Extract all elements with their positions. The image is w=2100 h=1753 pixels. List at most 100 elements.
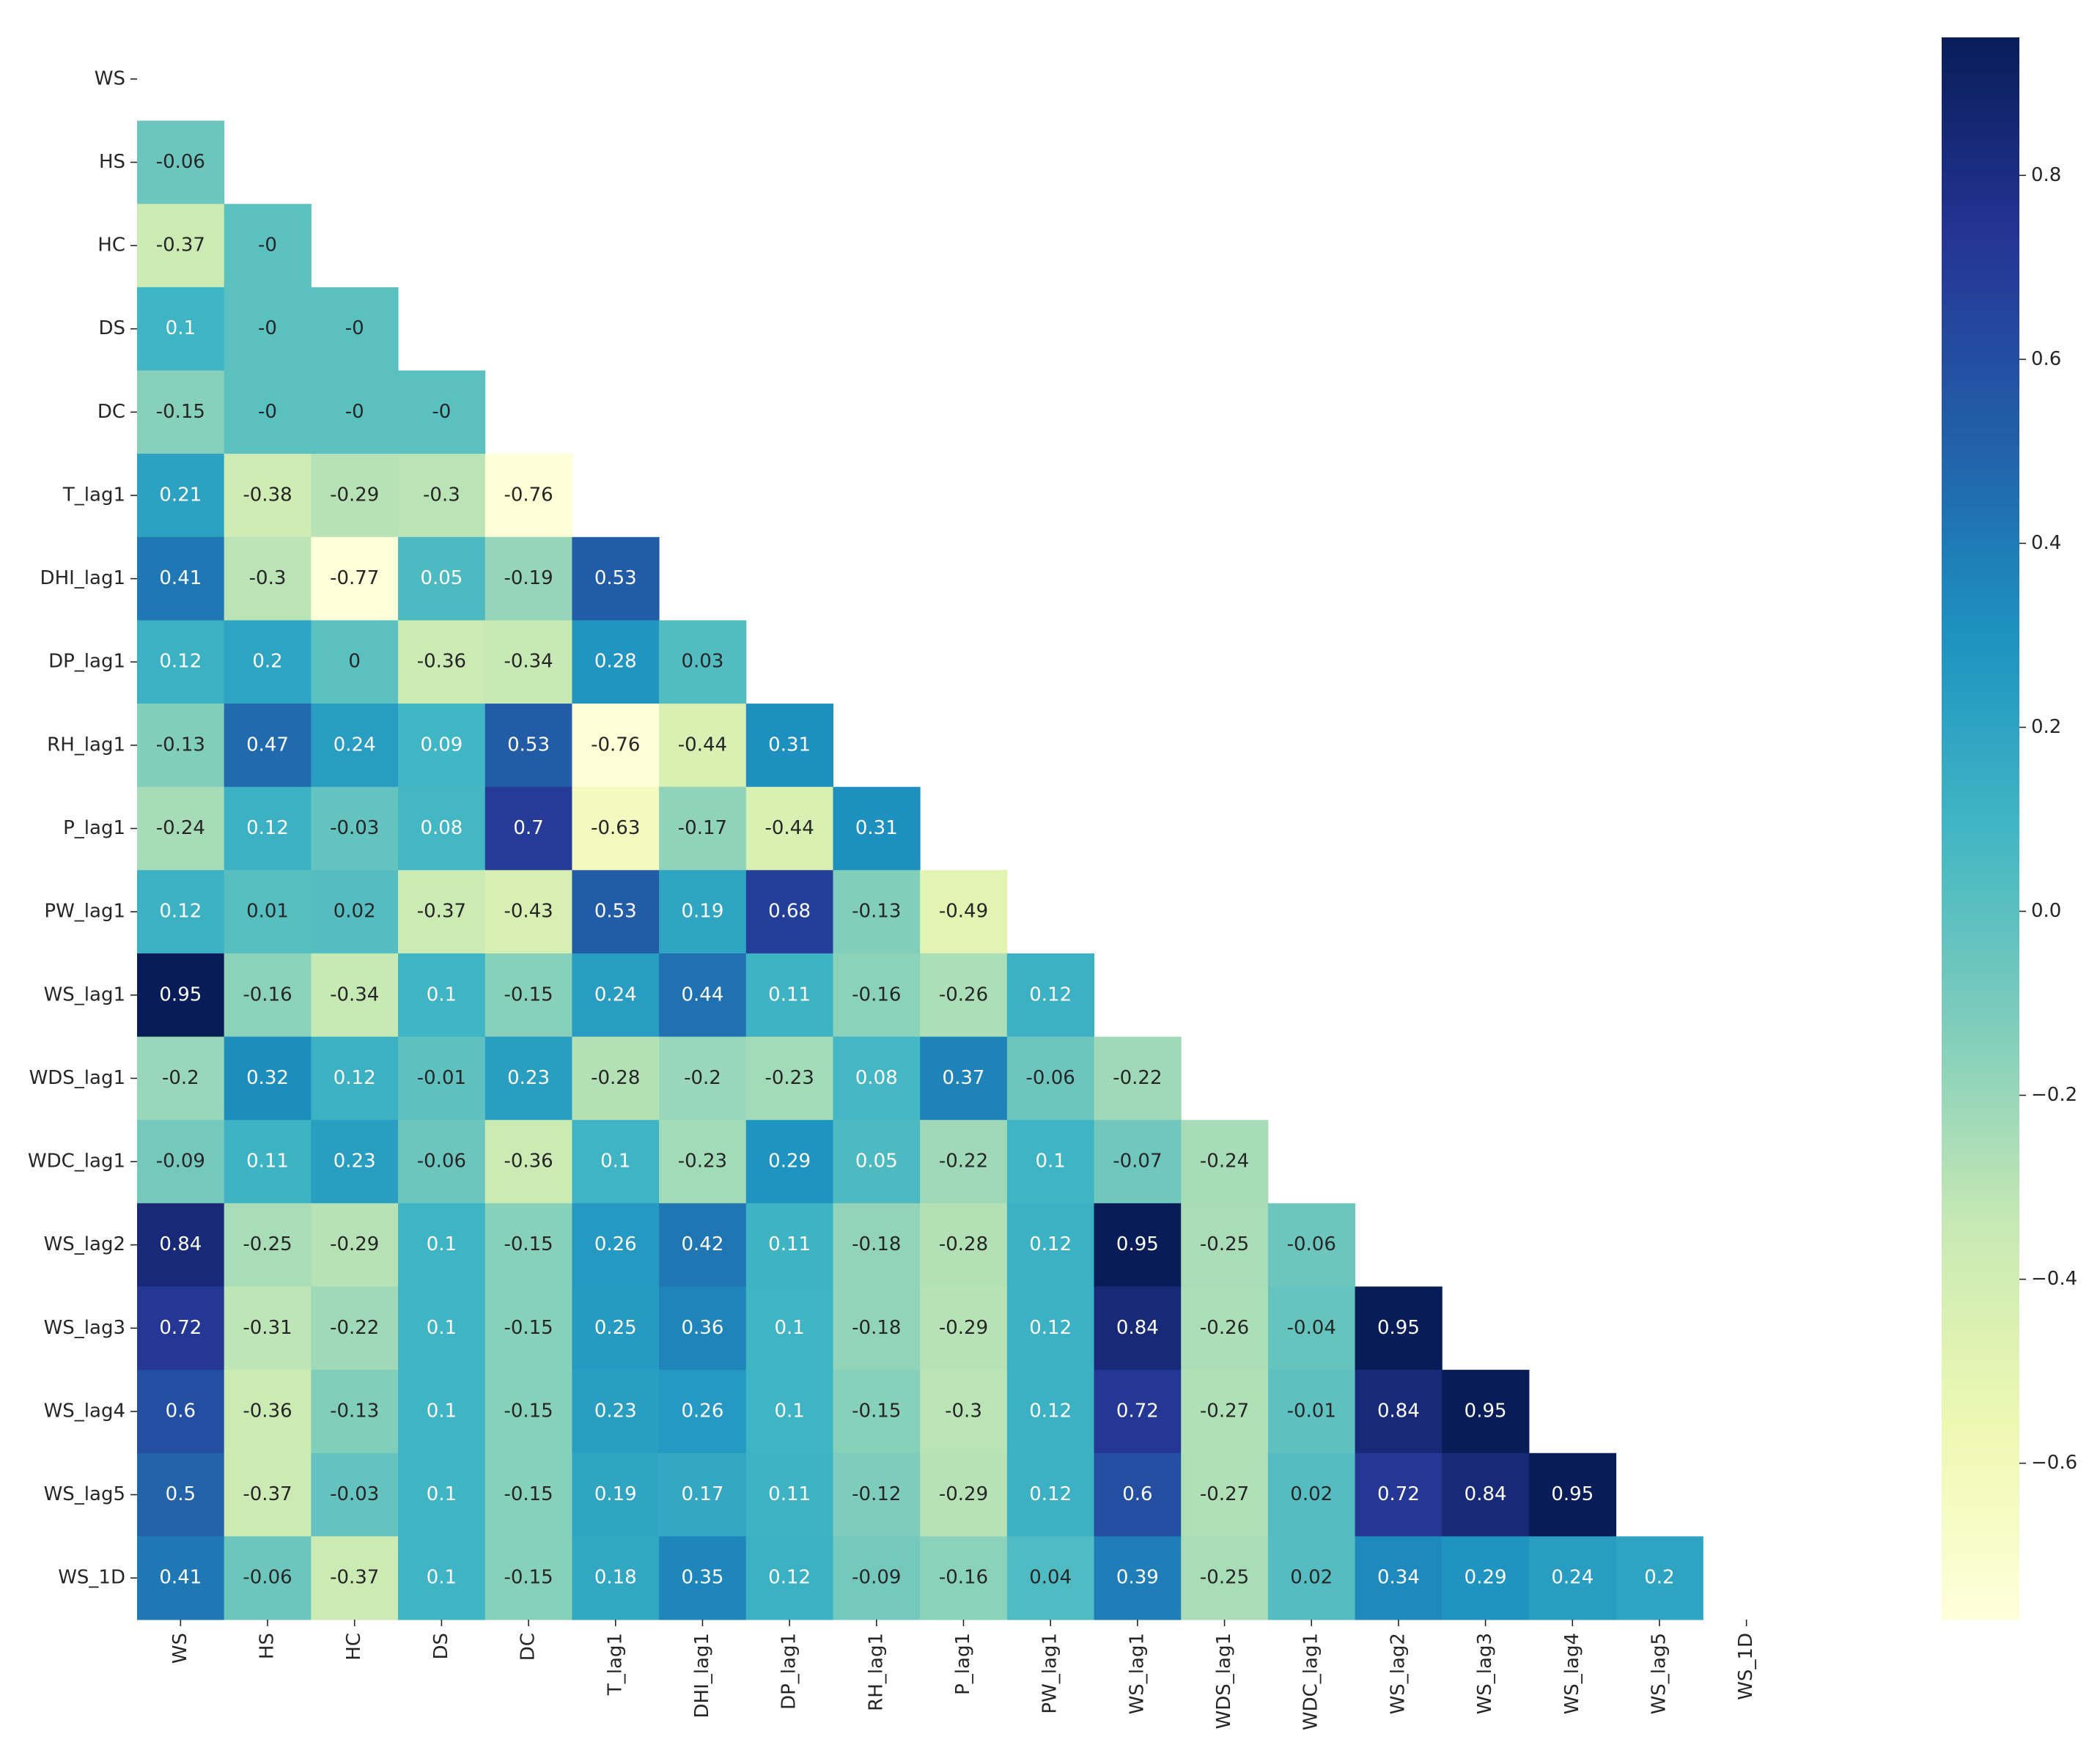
cell-label: -0.24: [1200, 1151, 1249, 1173]
heatmap-cell: [485, 704, 572, 788]
cell-label: -0.29: [939, 1483, 988, 1505]
y-tick-label: WS: [95, 67, 125, 89]
heatmap-cell: [485, 620, 572, 704]
cell-label: 0.95: [1551, 1483, 1594, 1505]
cell-label: 0.02: [334, 901, 376, 923]
cell-label: 0.12: [159, 901, 202, 923]
cell-label: 0.26: [594, 1233, 637, 1255]
cell-label: -0.09: [156, 1151, 205, 1173]
cell-label: 0.84: [1377, 1400, 1420, 1422]
cell-label: -0.38: [243, 484, 292, 506]
heatmap-cell: [1267, 1286, 1356, 1370]
heatmap-cell: [224, 454, 312, 538]
cell-label: -0.15: [852, 1400, 901, 1422]
heatmap-cell: [485, 1370, 572, 1454]
x-tick-label: DP_lag1: [778, 1633, 800, 1710]
cell-label: 0.44: [682, 983, 724, 1005]
heatmap-cell: [1181, 1120, 1269, 1204]
cell-label: 0.1: [774, 1400, 804, 1422]
heatmap-cell: [224, 870, 312, 954]
x-tick-label: WS_lag5: [1648, 1633, 1670, 1714]
heatmap-cell: [1094, 1453, 1182, 1537]
colorbar-tick-label: 0.0: [2031, 900, 2061, 922]
y-tick-label: PW_lag1: [44, 901, 125, 923]
heatmap-cell: [311, 1203, 399, 1287]
cell-label: -0.31: [243, 1317, 292, 1339]
heatmap-cell: [1181, 1286, 1269, 1370]
heatmap-cell: [137, 1536, 225, 1620]
heatmap-cell: [311, 1120, 399, 1204]
cell-label: 0.42: [682, 1233, 724, 1255]
cell-label: 0.2: [252, 651, 282, 673]
x-tick-label: WS_lag4: [1561, 1633, 1583, 1714]
heatmap-cell: [398, 786, 486, 871]
heatmap-cell: [224, 1203, 312, 1287]
cell-label: -0.36: [417, 651, 466, 673]
cell-label: -0.22: [1113, 1067, 1162, 1089]
heatmap-cell: [224, 1120, 312, 1204]
heatmap-cell: [224, 287, 312, 372]
heatmap-cell: [485, 536, 572, 621]
heatmap-cell: [833, 953, 921, 1038]
cell-label: 0.1: [427, 1483, 457, 1505]
colorbar-tick-label: −0.2: [2031, 1084, 2077, 1106]
cell-label: 0.01: [246, 901, 289, 923]
heatmap-cell: [1181, 1453, 1269, 1537]
y-tick-label: T_lag1: [62, 484, 125, 506]
heatmap-cell: [920, 1286, 1008, 1370]
heatmap-cell: [398, 1286, 486, 1370]
cell-label: -0.18: [852, 1317, 901, 1339]
y-tick-label: WS_lag2: [44, 1233, 125, 1255]
cell-label: 0.23: [334, 1151, 376, 1173]
heatmap-cell: [1094, 1120, 1182, 1204]
cell-label: -0.06: [1287, 1233, 1336, 1255]
heatmap-cell: [833, 870, 921, 954]
heatmap-cell: [137, 1120, 225, 1204]
heatmap-cell: [745, 786, 833, 871]
heatmap-cell: [485, 786, 572, 871]
cell-label: 0.19: [594, 1483, 637, 1505]
cell-label: 0.35: [682, 1567, 724, 1589]
heatmap-cell: [485, 1453, 572, 1537]
heatmap-cell: [1006, 1036, 1095, 1121]
heatmap-cell: [224, 204, 312, 288]
heatmap-cell: [311, 786, 399, 871]
y-tick-label: HS: [99, 151, 125, 173]
heatmap-cell: [485, 454, 572, 538]
heatmap-cell: [311, 454, 399, 538]
cell-label: -0.3: [249, 567, 287, 589]
heatmap-cell: [224, 786, 312, 871]
heatmap-cell: [745, 1203, 833, 1287]
heatmap-cell: [1006, 1453, 1095, 1537]
x-tick-label: WS_1D: [1735, 1633, 1757, 1700]
cell-label: 0.84: [1465, 1483, 1507, 1505]
x-tick-label: DHI_lag1: [691, 1633, 713, 1718]
heatmap-cell: [137, 120, 225, 204]
heatmap-cell: [485, 1286, 572, 1370]
y-tick-label: WS_lag3: [44, 1317, 125, 1339]
cell-label: -0.2: [684, 1067, 721, 1089]
heatmap-cell: [1094, 1203, 1182, 1287]
heatmap-cell: [745, 704, 833, 788]
x-tick-label: HC: [343, 1633, 365, 1661]
cell-label: -0.01: [1287, 1400, 1336, 1422]
cell-label: -0.13: [852, 901, 901, 923]
cell-label: -0.22: [330, 1317, 379, 1339]
cell-label: 0.03: [682, 651, 724, 673]
heatmap-cell: [572, 1203, 660, 1287]
cell-label: 0.53: [507, 734, 550, 756]
heatmap-cell: [485, 953, 572, 1038]
heatmap-cell: [659, 1453, 747, 1537]
cell-label: -0.24: [156, 817, 205, 839]
cell-label: -0.27: [1200, 1400, 1249, 1422]
x-tick-label: DS: [430, 1633, 452, 1660]
cell-label: 0.95: [1377, 1317, 1420, 1339]
heatmap-cell: [920, 1120, 1008, 1204]
cell-label: -0.63: [591, 817, 640, 839]
heatmap-cell: [920, 1203, 1008, 1287]
heatmap-cell: [398, 1120, 486, 1204]
cell-label: 0.1: [600, 1151, 630, 1173]
heatmap-cell: [137, 1036, 225, 1121]
heatmap-cell: [137, 1453, 225, 1537]
cell-label: 0.6: [166, 1400, 196, 1422]
